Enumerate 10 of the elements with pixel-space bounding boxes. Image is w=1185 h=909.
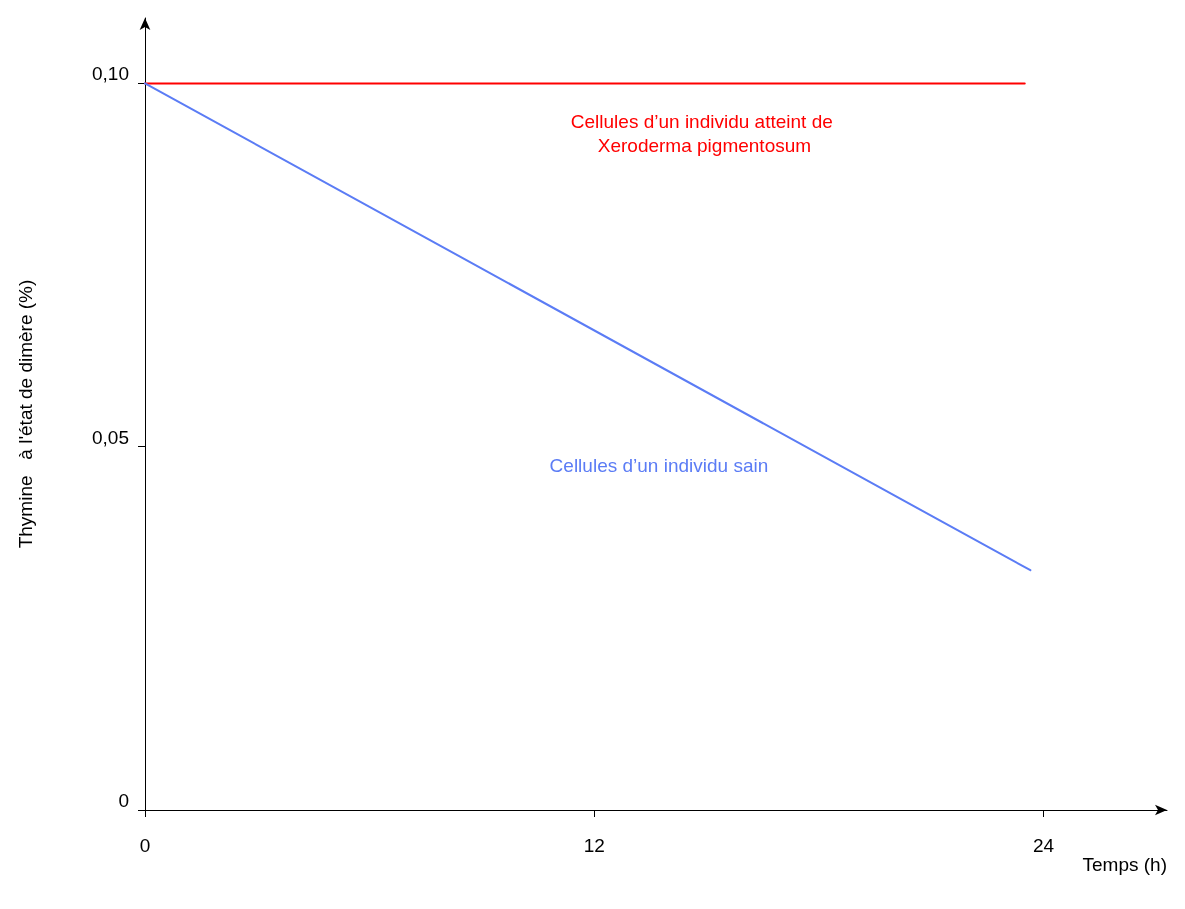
y-tick-label: 0 xyxy=(118,790,129,811)
y-tick-label: 0,10 xyxy=(92,63,129,85)
x-tick-label: 0 xyxy=(139,835,151,856)
x-tick-label: 12 xyxy=(583,835,605,856)
y-axis-title: Thymine à l'état de dimère (%) xyxy=(15,279,36,549)
series-label: Cellules d’un individu atteint de Xeroderma pigmentosum xyxy=(570,110,839,156)
series-label: Cellules d’un individu sain xyxy=(549,454,769,476)
x-tick-label: 24 xyxy=(1032,835,1055,856)
x-axis-title: Temps (h) xyxy=(1082,854,1167,875)
y-tick-label: 0,05 xyxy=(92,426,129,448)
